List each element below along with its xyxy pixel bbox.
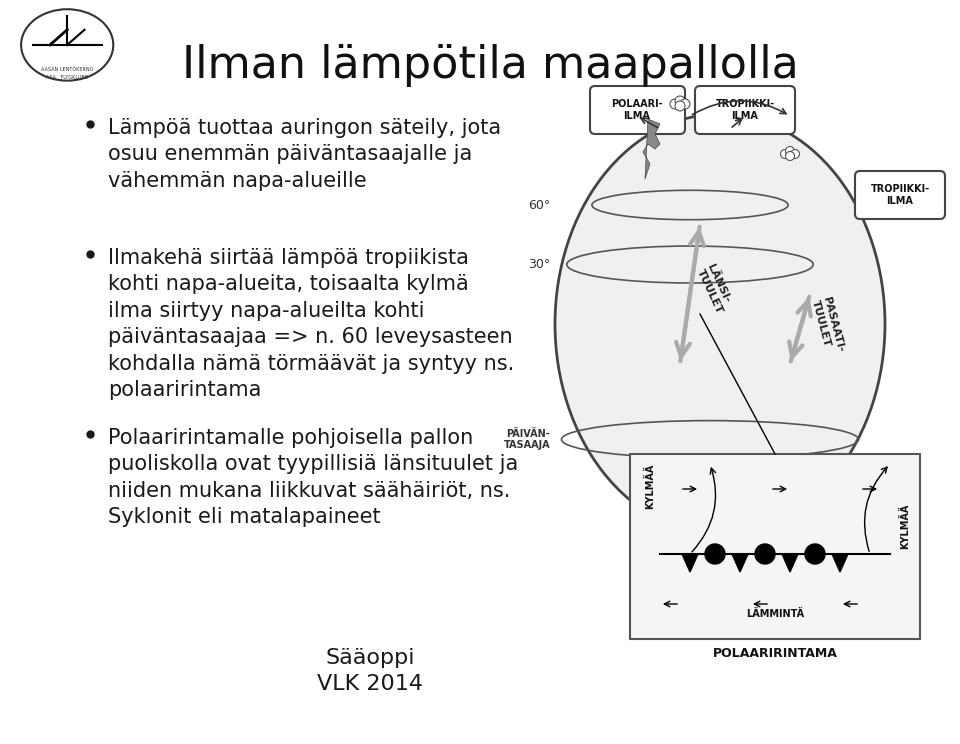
Circle shape [670,99,680,109]
Circle shape [755,544,775,564]
Polygon shape [782,554,798,572]
Polygon shape [832,554,848,572]
Text: PÄIVÄN-
TASAAJA: PÄIVÄN- TASAAJA [503,429,550,450]
Ellipse shape [555,114,885,534]
Text: Ilmakehä siirtää lämpöä tropiikista
kohti napa-alueita, toisaalta kylmä
ilma sii: Ilmakehä siirtää lämpöä tropiikista koht… [108,248,515,400]
Text: ASA   FLYGKLUBB: ASA FLYGKLUBB [46,74,88,80]
Circle shape [785,152,795,161]
Polygon shape [732,554,748,572]
Polygon shape [682,554,698,572]
Text: PASAATI-
TUULET: PASAATI- TUULET [810,296,846,356]
Text: AASAN LENTOKERNO: AASAN LENTOKERNO [41,68,93,72]
FancyBboxPatch shape [695,86,795,134]
Circle shape [675,101,685,111]
Circle shape [780,150,789,158]
FancyBboxPatch shape [855,171,945,219]
Text: 60°: 60° [528,199,550,211]
Circle shape [705,544,725,564]
Text: Lämpöä tuottaa auringon säteily, jota
osuu enemmän päiväntasaajalle ja
vähemmän : Lämpöä tuottaa auringon säteily, jota os… [108,118,501,190]
Text: Polaaririntamalle pohjoisella pallon
puoliskolla ovat tyypillisiä länsituulet ja: Polaaririntamalle pohjoisella pallon puo… [108,428,518,527]
Text: KYLMÄÄ: KYLMÄÄ [645,464,655,510]
Circle shape [680,99,690,109]
Text: TROPIIKKI-
ILMA: TROPIIKKI- ILMA [871,185,929,206]
FancyBboxPatch shape [630,454,920,639]
Text: LÄNSI-
TUULET: LÄNSI- TUULET [695,263,735,315]
Text: TROPIIKKI-
ILMA: TROPIIKKI- ILMA [715,99,775,121]
Text: LÄMMINTÄ: LÄMMINTÄ [746,609,804,619]
Text: Sääoppi
VLK 2014: Sääoppi VLK 2014 [317,647,423,694]
Text: KYLMÄÄ: KYLMÄÄ [900,504,910,549]
Text: POLAARI-
ILMA: POLAARI- ILMA [612,99,662,121]
Text: Ilman lämpötila maapallolla: Ilman lämpötila maapallolla [181,44,799,87]
Circle shape [675,96,685,106]
Circle shape [790,150,800,158]
FancyBboxPatch shape [590,86,685,134]
Circle shape [805,544,825,564]
Polygon shape [643,119,660,179]
Text: 30°: 30° [528,258,550,271]
Text: POLAARIRINTAMA: POLAARIRINTAMA [712,647,837,660]
Circle shape [785,147,795,155]
